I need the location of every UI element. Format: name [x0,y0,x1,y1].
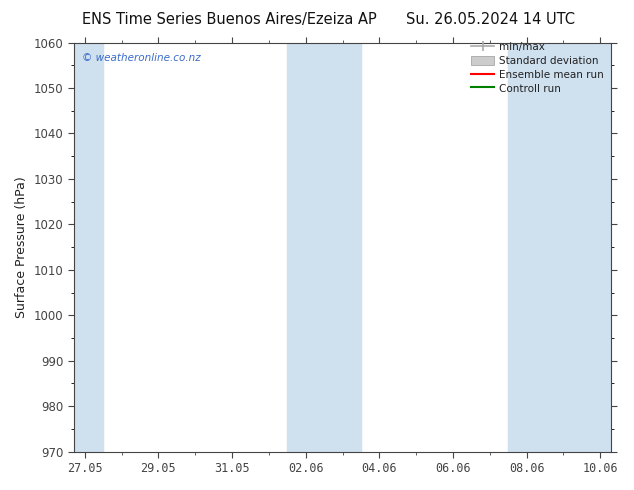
Text: Su. 26.05.2024 14 UTC: Su. 26.05.2024 14 UTC [406,12,575,27]
Bar [287,43,361,452]
Bar [74,43,103,452]
Bar [508,43,611,452]
Text: ENS Time Series Buenos Aires/Ezeiza AP: ENS Time Series Buenos Aires/Ezeiza AP [82,12,377,27]
Legend: min/max, Standard deviation, Ensemble mean run, Controll run: min/max, Standard deviation, Ensemble me… [469,40,606,96]
Text: © weatheronline.co.nz: © weatheronline.co.nz [82,53,200,63]
Y-axis label: Surface Pressure (hPa): Surface Pressure (hPa) [15,176,28,318]
